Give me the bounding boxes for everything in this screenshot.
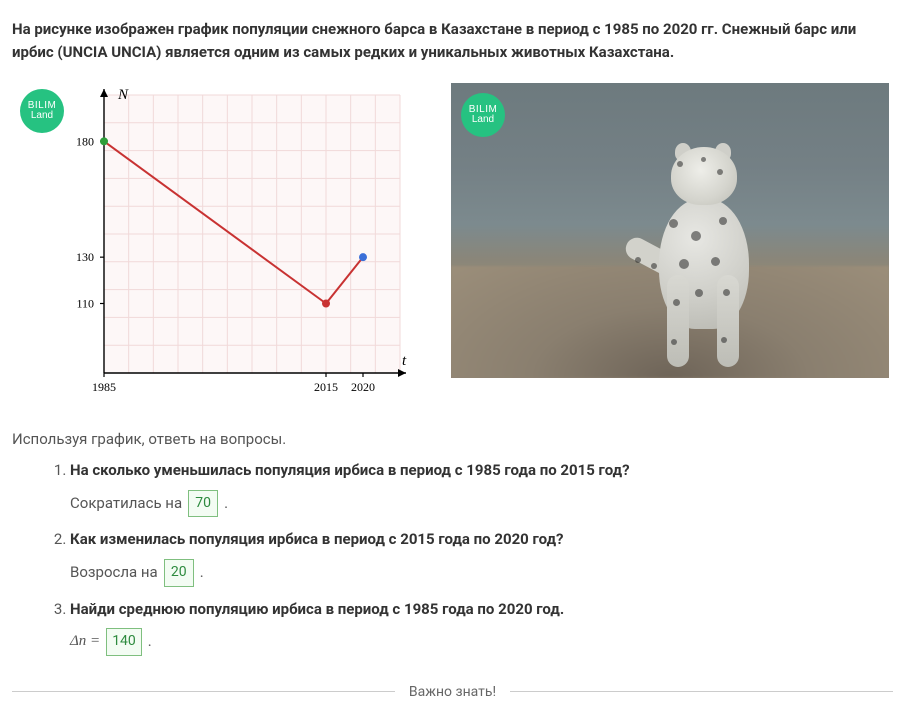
svg-text:180: 180: [76, 134, 94, 148]
intro-text: На рисунке изображен график популяции сн…: [12, 18, 893, 63]
divider-line: [510, 691, 893, 692]
snow-leopard-photo: BILIM Land: [451, 83, 889, 378]
badge-line2: Land: [472, 115, 494, 126]
badge-line2: Land: [31, 111, 53, 122]
question-list: На сколько уменьшилась популяция ирбиса …: [12, 458, 893, 656]
answer-input[interactable]: 140: [106, 628, 142, 656]
svg-text:2020: 2020: [351, 380, 375, 394]
answer-input[interactable]: 70: [188, 490, 218, 518]
divider-line: [12, 691, 395, 692]
answer-line: Возросла на 20 .: [70, 559, 893, 587]
answer-input[interactable]: 20: [164, 559, 194, 587]
leopard-illustration: [629, 139, 779, 369]
divider-label[interactable]: Важно знать!: [409, 684, 496, 700]
svg-text:110: 110: [76, 297, 94, 311]
question-text: Как изменилась популяция ирбиса в период…: [70, 527, 893, 553]
svg-text:t: t: [402, 353, 407, 369]
answer-line: Сократилась на 70 .: [70, 490, 893, 518]
answer-prefix: Δn =: [70, 629, 100, 655]
answer-suffix: .: [200, 560, 204, 586]
media-row: BILIM Land 110 130 180 1985 2015 2020 Nt BILIM…: [12, 77, 893, 410]
answer-suffix: .: [148, 629, 152, 655]
answer-line: Δn = 140 .: [70, 628, 893, 656]
answer-prefix: Сократилась на: [70, 491, 182, 517]
question-item: Как изменилась популяция ирбиса в период…: [70, 527, 893, 586]
svg-text:2015: 2015: [314, 380, 338, 394]
answer-prefix: Возросла на: [70, 560, 158, 586]
svg-text:N: N: [117, 87, 129, 103]
svg-text:1985: 1985: [92, 380, 116, 394]
question-text: Найди среднюю популяцию ирбиса в период …: [70, 597, 893, 623]
chart-svg: 110 130 180 1985 2015 2020 Nt: [12, 77, 427, 410]
answer-suffix: .: [224, 491, 228, 517]
important-divider: Важно знать!: [12, 684, 893, 700]
question-item: На сколько уменьшилась популяция ирбиса …: [70, 458, 893, 517]
question-item: Найди среднюю популяцию ирбиса в период …: [70, 597, 893, 656]
bilim-land-badge-photo: BILIM Land: [461, 93, 505, 137]
bilim-land-badge-chart: BILIM Land: [20, 89, 64, 133]
question-text: На сколько уменьшилась популяция ирбиса …: [70, 458, 893, 484]
population-chart: BILIM Land 110 130 180 1985 2015 2020 Nt: [12, 77, 427, 410]
svg-text:130: 130: [76, 250, 94, 264]
prompt-text: Используя график, ответь на вопросы.: [12, 430, 893, 448]
